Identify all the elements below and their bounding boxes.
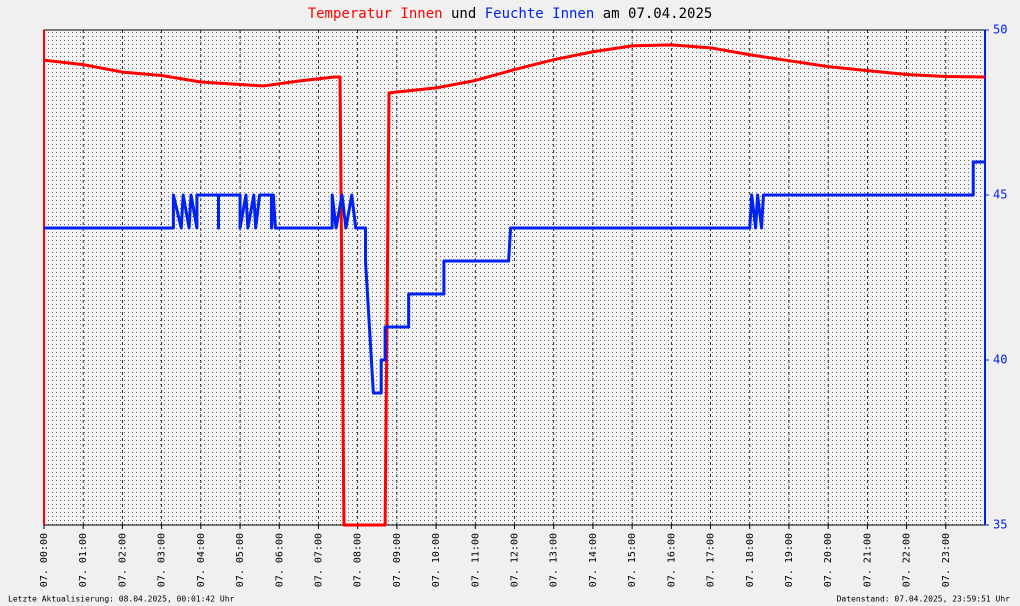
- series-line: [43, 43, 986, 527]
- x-tick-label: 07. 14:00: [588, 533, 599, 587]
- x-tick-label: 07. 17:00: [706, 533, 717, 587]
- x-tick-label: 07. 12:00: [510, 533, 521, 587]
- x-tick-label: 07. 18:00: [745, 533, 756, 587]
- title-date: am 07.04.2025: [603, 6, 713, 22]
- x-tick-label: 07. 15:00: [627, 533, 638, 587]
- footer-right: Datenstand: 07.04.2025, 23:59:51 Uhr: [837, 595, 1011, 604]
- x-tick-label: 07. 16:00: [666, 533, 677, 587]
- series-line: [44, 160, 985, 395]
- chart-title: Temperatur Innen und Feuchte Innen am 07…: [308, 6, 713, 22]
- x-tick-label: 07. 07:00: [313, 533, 324, 587]
- x-tick-label: 07. 19:00: [784, 533, 795, 587]
- x-tick-label: 07. 04:00: [196, 533, 207, 587]
- x-tick-label: 07. 22:00: [902, 533, 913, 587]
- x-tick-label: 07. 00:00: [39, 533, 50, 587]
- x-tick-label: 07. 09:00: [392, 533, 403, 587]
- title-series-1: Temperatur Innen: [308, 6, 443, 22]
- footer-left: Letzte Aktualisierung: 08.04.2025, 00:01…: [8, 595, 235, 604]
- x-tick-label: 07. 10:00: [431, 533, 442, 587]
- title-series-2: Feuchte Innen: [485, 6, 595, 22]
- x-tick-label: 07. 01:00: [78, 533, 89, 587]
- x-tick-label: 07. 11:00: [470, 533, 481, 587]
- x-tick-label: 07. 13:00: [549, 533, 560, 587]
- x-tick-label: 07. 03:00: [157, 533, 168, 587]
- x-tick-label: 07. 21:00: [862, 533, 873, 587]
- y2-tick-label: 35: [993, 518, 1007, 532]
- x-tick-label: 07. 23:00: [941, 533, 952, 587]
- y2-tick-label: 40: [993, 353, 1007, 367]
- y2-tick-label: 50: [993, 23, 1007, 37]
- y2-tick-label: 45: [993, 188, 1007, 202]
- x-tick-label: 07. 20:00: [823, 533, 834, 587]
- x-tick-label: 07. 05:00: [235, 533, 246, 587]
- x-tick-label: 07. 06:00: [274, 533, 285, 587]
- x-tick-label: 07. 08:00: [353, 533, 364, 587]
- title-and: und: [451, 6, 476, 22]
- x-tick-label: 07. 02:00: [117, 533, 128, 587]
